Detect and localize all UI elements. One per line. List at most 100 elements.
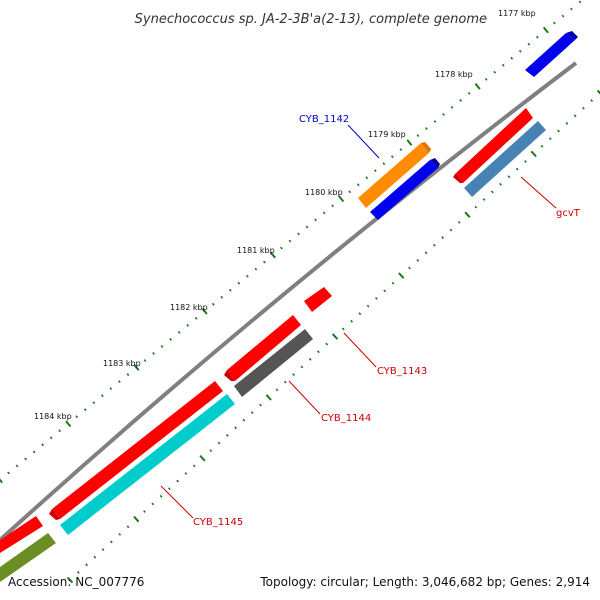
gene-cyb1142-blue[interactable] xyxy=(370,158,440,220)
outer-tick-mark xyxy=(425,127,428,130)
outer-tick-mark xyxy=(254,267,258,271)
outer-tick-mark xyxy=(220,295,224,299)
tick-label-1184: 1184 kbp xyxy=(34,412,72,421)
gene-label-cyb1145[interactable]: CYB_1145 xyxy=(193,517,243,528)
inner-tick-mark xyxy=(331,333,339,340)
inner-tick-mark xyxy=(275,388,279,392)
outer-tick-mark xyxy=(365,176,369,180)
outer-tick-mark xyxy=(118,380,121,384)
gene-cyb1144-gray[interactable] xyxy=(234,329,313,397)
outer-tick-mark xyxy=(459,98,462,102)
gene-label-cyb1143[interactable]: CYB_1143 xyxy=(377,366,427,377)
gene-label-gcvt[interactable]: gcvT xyxy=(556,208,581,219)
outer-tick-mark xyxy=(133,364,140,371)
outer-tick-mark xyxy=(297,232,300,236)
outer-tick-mark xyxy=(194,316,198,320)
inner-tick-mark xyxy=(199,455,206,462)
inner-tick-mark xyxy=(93,555,97,559)
outer-tick-mark xyxy=(65,420,72,428)
inner-tick-mark xyxy=(325,342,329,346)
outer-tick-mark xyxy=(15,464,19,468)
inner-tick-mark xyxy=(110,540,113,544)
gene-red-mid[interactable] xyxy=(224,315,301,381)
outer-tick-mark xyxy=(177,330,181,334)
inner-tick-ring xyxy=(66,89,600,584)
gene-gcvt-red[interactable] xyxy=(453,108,533,183)
outer-tick-mark xyxy=(356,183,360,187)
inner-tick-mark xyxy=(317,350,320,354)
inner-tick-mark xyxy=(391,281,395,285)
gene-cyb1142-orange[interactable] xyxy=(358,142,431,208)
gene-red-long[interactable] xyxy=(49,381,223,520)
inner-tick-mark xyxy=(565,122,569,125)
inner-tick-mark xyxy=(118,532,122,536)
tick-label-1178: 1178 kbp xyxy=(435,70,473,79)
leader-line-cyb1145 xyxy=(160,485,194,519)
tick-label-1180: 1180 kbp xyxy=(305,188,343,197)
inner-tick-mark xyxy=(151,502,155,506)
tick-label-1181: 1181 kbp xyxy=(237,246,275,255)
outer-tick-mark xyxy=(92,401,96,405)
inner-tick-mark xyxy=(159,494,163,498)
outer-tick-mark xyxy=(280,246,283,250)
inner-tick-mark xyxy=(259,403,262,407)
outer-tick-mark xyxy=(201,307,208,315)
inner-tick-mark xyxy=(540,144,544,148)
leader-line-cyb1142 xyxy=(347,124,380,159)
outer-tick-mark xyxy=(553,21,556,25)
outer-tick-mark xyxy=(442,113,445,116)
outer-tick-mark xyxy=(561,14,565,18)
inner-tick-mark xyxy=(375,297,378,300)
genome-summary-text: Topology: circular; Length: 3,046,682 bp… xyxy=(259,575,590,589)
inner-tick-mark xyxy=(548,137,552,141)
outer-tick-mark xyxy=(24,457,27,461)
inner-tick-mark xyxy=(515,167,519,171)
inner-tick-mark xyxy=(499,182,502,186)
inner-tick-mark xyxy=(441,236,445,240)
inner-tick-mark xyxy=(383,289,387,293)
inner-tick-mark xyxy=(192,464,196,468)
inner-tick-mark xyxy=(424,251,428,255)
tick-label-1179: 1179 kbp xyxy=(368,130,406,139)
gene-olive-bottom-left[interactable] xyxy=(0,533,56,582)
inner-tick-mark xyxy=(350,319,353,323)
inner-tick-mark xyxy=(474,205,478,209)
gene-gcvt-steel[interactable] xyxy=(464,121,546,197)
inner-tick-mark xyxy=(573,114,577,118)
outer-tick-mark xyxy=(41,443,45,447)
gene-cyb1145-cyan[interactable] xyxy=(60,394,235,535)
gene-label-cyb1142[interactable]: CYB_1142 xyxy=(299,114,349,125)
leader-line-gcvt xyxy=(520,176,557,209)
outer-tick-mark xyxy=(382,162,386,166)
outer-tick-mark xyxy=(406,139,413,146)
inner-tick-mark xyxy=(209,449,213,453)
inner-tick-mark xyxy=(143,510,146,513)
inner-tick-mark xyxy=(490,190,494,194)
outer-tick-mark xyxy=(83,408,87,412)
gene-label-cyb1144[interactable]: CYB_1144 xyxy=(321,413,371,424)
inner-tick-mark xyxy=(76,570,80,574)
gene-red-bottom-left[interactable] xyxy=(0,516,43,553)
accession-text: Accession: NC_007776 xyxy=(8,575,144,589)
outer-tick-mark xyxy=(570,7,573,11)
outer-tick-mark xyxy=(109,387,113,391)
inner-tick-mark xyxy=(530,150,537,158)
inner-tick-mark xyxy=(507,175,511,179)
leader-line-cyb1144 xyxy=(288,380,321,415)
gene-blue-top[interactable] xyxy=(525,31,578,77)
outer-tick-mark xyxy=(0,478,3,484)
outer-tick-mark xyxy=(535,35,539,39)
outer-tick-mark xyxy=(58,429,62,433)
outer-tick-mark xyxy=(269,251,276,259)
inner-tick-mark xyxy=(101,548,105,551)
inner-tick-mark xyxy=(184,472,188,475)
gene-cyb1143-red[interactable] xyxy=(304,287,332,312)
inner-tick-mark xyxy=(283,380,287,384)
inner-tick-mark xyxy=(582,106,585,110)
tick-label-1182: 1182 kbp xyxy=(170,303,208,312)
outer-tick-mark xyxy=(305,225,309,229)
outer-tick-mark xyxy=(501,63,505,67)
outer-tick-mark xyxy=(484,77,488,81)
outer-tick-mark xyxy=(126,373,130,376)
